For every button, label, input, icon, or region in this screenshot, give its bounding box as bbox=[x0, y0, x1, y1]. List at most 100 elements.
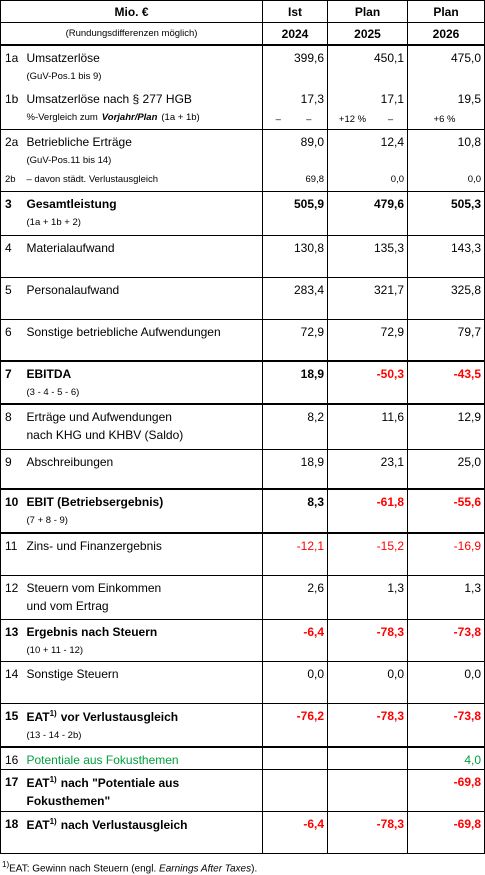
label-text: Personalaufwand bbox=[26, 282, 120, 297]
row-sub: (3 - 4 - 5 - 6) bbox=[27, 387, 263, 398]
row-label: Sonstige Steuern bbox=[27, 667, 263, 681]
sub-text: (7 + 8 - 9) bbox=[26, 515, 68, 526]
value-cell: 0,0 bbox=[327, 169, 409, 191]
row-number: 10 bbox=[0, 488, 23, 533]
sub-text: (GuV-Pos.11 bis 14) bbox=[26, 154, 112, 166]
row-sub: %-Vergleich zum Vorjahr/Plan (1a + 1b) bbox=[27, 112, 263, 123]
value-cell bbox=[327, 768, 409, 811]
row-label: Umsatzerlöse nach § 277 HGB bbox=[27, 92, 263, 106]
row-label-cell: EBITDA (3 - 4 - 5 - 6) bbox=[22, 360, 263, 404]
value: 18,9 bbox=[300, 367, 325, 381]
row-sub: nach KHG und KHBV (Saldo) bbox=[27, 428, 263, 442]
row-label-cell: Personalaufwand bbox=[22, 276, 263, 319]
value: 505,9 bbox=[293, 196, 325, 211]
value-cell: 505,9 bbox=[262, 190, 329, 235]
header-kind: Plan bbox=[327, 0, 409, 23]
value: -78,3 bbox=[376, 708, 405, 723]
footnote: 1)EAT: Gewinn nach Steuern (engl. Earnin… bbox=[0, 854, 485, 874]
row-number: 1b bbox=[0, 87, 23, 129]
row-number: 13 bbox=[0, 618, 23, 661]
value-cell: 321,7 bbox=[327, 276, 409, 319]
value-cell: 135,3 bbox=[327, 234, 409, 277]
row-sub: (10 + 11 - 12) bbox=[27, 645, 263, 656]
row-sub: (GuV-Pos.1 bis 9) bbox=[27, 71, 263, 82]
row-label-cell: Sonstige Steuern bbox=[22, 660, 263, 703]
label-text: Umsatzerlöse bbox=[26, 51, 100, 65]
row-label-cell: Sonstige betriebliche Aufwendungen bbox=[22, 318, 263, 361]
compare: – – bbox=[263, 114, 324, 125]
value: 25,0 bbox=[457, 454, 482, 469]
value-cell: 12,4 bbox=[327, 128, 409, 169]
row-number: 17 bbox=[0, 768, 23, 811]
value: 11,6 bbox=[381, 410, 405, 424]
footnote-after: ). bbox=[251, 862, 258, 874]
row-label-cell: Steuern vom Einkommen und vom Ertrag bbox=[22, 574, 263, 619]
footnote-text: EAT: Gewinn nach Steuern (engl. bbox=[9, 862, 157, 874]
value-cell: -16,9 bbox=[407, 532, 485, 575]
row-number: 14 bbox=[0, 660, 23, 703]
value-cell: 8,2 bbox=[262, 403, 329, 449]
value-cell: -12,1 bbox=[262, 532, 329, 575]
value: 17,3 bbox=[300, 92, 325, 106]
label-text: Gesamtleistung bbox=[26, 196, 117, 211]
value: -55,6 bbox=[453, 495, 482, 509]
value-cell: -69,8 bbox=[407, 768, 485, 811]
value: -73,8 bbox=[453, 708, 482, 723]
row-number: 6 bbox=[0, 318, 23, 361]
value: 143,3 bbox=[450, 240, 482, 255]
value-cell: 17,1 +12 % – bbox=[327, 87, 409, 129]
value-cell: 12,9 bbox=[407, 403, 485, 449]
value-cell: 0,0 bbox=[407, 660, 485, 703]
table-row: 15 EAT1) vor Verlustausgleich (13 - 14 - 2b… bbox=[0, 702, 485, 747]
footnote-marker: 1) bbox=[2, 859, 10, 869]
value: -78,3 bbox=[376, 624, 405, 639]
row-label: EAT1) nach Verlustausgleich bbox=[27, 817, 263, 832]
value-cell: 0,0 bbox=[262, 660, 329, 703]
compare: +12 % – bbox=[328, 114, 404, 125]
value-cell: 72,9 bbox=[262, 318, 329, 361]
header-title: Mio. € bbox=[0, 0, 264, 23]
row-label-cell: EBIT (Betriebsergebnis) (7 + 8 - 9) bbox=[22, 488, 263, 533]
header-year: 2024 bbox=[262, 22, 329, 46]
label-text: Abschreibungen bbox=[26, 454, 114, 469]
value: 505,3 bbox=[450, 196, 482, 211]
row-number: 8 bbox=[0, 403, 23, 449]
value-cell: 2,6 bbox=[262, 574, 329, 619]
value: 325,8 bbox=[450, 282, 482, 297]
row-label-cell: Zins- und Finanzergebnis bbox=[22, 532, 263, 575]
row-sub: (GuV-Pos.11 bis 14) bbox=[27, 155, 263, 166]
value-cell: 143,3 bbox=[407, 234, 485, 277]
value: 0,0 bbox=[467, 174, 482, 185]
row-label-cell: EAT1) nach "Potentiale aus Fokusthemen" bbox=[22, 768, 263, 811]
value-cell: -78,3 bbox=[327, 702, 409, 747]
value-cell: 325,8 bbox=[407, 276, 485, 319]
table-row: 1b Umsatzerlöse nach § 277 HGB %-Vergleich… bbox=[0, 87, 485, 129]
row-number: 2a bbox=[0, 128, 23, 169]
value-cell: 399,6 bbox=[262, 44, 329, 87]
value-cell: 72,9 bbox=[327, 318, 409, 361]
label-text: vor Verlustausgleich bbox=[60, 709, 179, 724]
footnote-ref: 1) bbox=[49, 816, 57, 826]
row-label: Umsatzerlöse bbox=[27, 51, 263, 65]
value: 130,8 bbox=[293, 240, 325, 255]
value-cell: 25,0 bbox=[407, 448, 485, 489]
value-cell: 479,6 bbox=[327, 190, 409, 235]
sub-text: und vom Ertrag bbox=[26, 598, 109, 613]
value-cell: 0,0 bbox=[327, 660, 409, 703]
header-year: 2025 bbox=[327, 22, 409, 46]
value: -43,5 bbox=[453, 367, 482, 381]
row-number: 4 bbox=[0, 234, 23, 277]
table-row: 7 EBITDA (3 - 4 - 5 - 6) 18,9 -50,3 -43,5 bbox=[0, 360, 485, 404]
value-cell: -15,2 bbox=[327, 532, 409, 575]
table-row: 1a Umsatzerlöse (GuV-Pos.1 bis 9) 399,6 450,… bbox=[0, 44, 485, 87]
value-cell bbox=[262, 746, 329, 769]
table-row: 4 Materialaufwand 130,8 135,3 143,3 bbox=[0, 234, 485, 277]
row-label: Steuern vom Einkommen bbox=[27, 581, 263, 595]
row-label-cell: Betriebliche Erträge (GuV-Pos.11 bis 14) bbox=[22, 128, 263, 169]
value-cell: 17,3 – – bbox=[262, 87, 329, 129]
row-label: EAT1) vor Verlustausgleich bbox=[27, 709, 263, 724]
value-cell: -43,5 bbox=[407, 360, 485, 404]
value: -16,9 bbox=[453, 539, 482, 553]
row-number: 16 bbox=[0, 746, 23, 769]
